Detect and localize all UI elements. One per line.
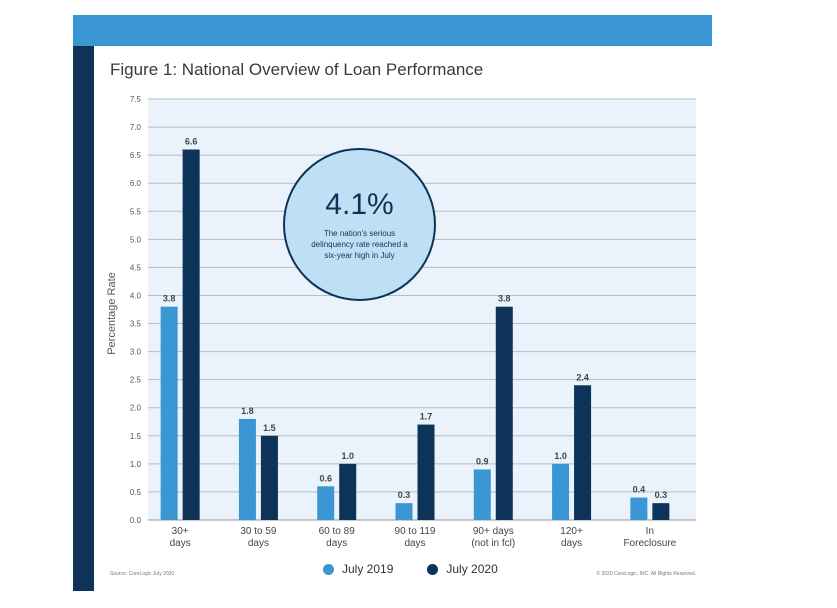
data-label: 1.5 <box>263 423 276 433</box>
y-tick-label: 7.5 <box>130 95 142 104</box>
x-tick-label: 30 to 59 <box>240 526 277 537</box>
y-tick-label: 0.0 <box>130 516 142 525</box>
bar-2020 <box>574 385 592 520</box>
bar-2019 <box>473 469 491 520</box>
callout-text: The nation's serious delinquency rate re… <box>311 229 408 260</box>
legend: July 2019 July 2020 <box>323 562 498 576</box>
data-label: 1.0 <box>554 451 567 461</box>
bar-2019 <box>552 463 570 520</box>
y-tick-label: 0.5 <box>130 488 142 497</box>
y-tick-label: 5.5 <box>130 207 142 216</box>
y-tick-label: 3.0 <box>130 348 142 357</box>
x-tick-label: Foreclosure <box>623 538 676 549</box>
data-label: 6.6 <box>185 137 198 147</box>
x-tick-label: days <box>561 538 582 549</box>
bar-2019 <box>238 418 256 520</box>
legend-swatch-2019 <box>323 563 334 575</box>
legend-swatch-2020 <box>427 563 439 575</box>
callout-circle: 4.1% The nation's serious delinquency ra… <box>283 148 436 301</box>
x-tick-label: 90 to 119 <box>395 526 436 537</box>
bar-2020 <box>260 435 278 520</box>
bar-2020 <box>652 503 670 520</box>
y-tick-label: 1.0 <box>130 460 142 469</box>
data-label: 1.8 <box>241 406 254 416</box>
legend-item-2019: July 2019 <box>323 562 393 576</box>
y-tick-label: 4.0 <box>130 291 142 300</box>
legend-item-2020: July 2020 <box>427 562 498 576</box>
x-tick-label: days <box>248 538 269 549</box>
bar-2019 <box>160 306 178 520</box>
x-tick-label: 30+ <box>172 526 189 537</box>
x-tick-label: (not in fcl) <box>471 538 515 549</box>
y-tick-label: 6.5 <box>130 151 142 160</box>
data-label: 3.8 <box>498 294 511 304</box>
bar-2019 <box>395 503 413 520</box>
y-tick-label: 4.5 <box>130 263 142 272</box>
y-axis-label: Percentage Rate <box>106 272 118 355</box>
legend-label-2020: July 2020 <box>446 562 498 576</box>
data-label: 0.9 <box>476 456 489 466</box>
side-band <box>73 46 94 591</box>
bar-2020 <box>339 463 357 520</box>
bar-2020 <box>495 306 513 520</box>
y-tick-label: 2.0 <box>130 404 142 413</box>
x-tick-label: days <box>170 538 191 549</box>
chart-title: Figure 1: National Overview of Loan Perf… <box>110 60 484 79</box>
x-tick-label: days <box>404 538 425 549</box>
data-label: 3.8 <box>163 294 176 304</box>
data-label: 0.3 <box>655 490 668 500</box>
x-tick-label: 120+ <box>560 526 583 537</box>
data-label: 0.3 <box>398 490 411 500</box>
y-tick-label: 2.5 <box>130 376 142 385</box>
bar-2019 <box>630 497 648 520</box>
bar-2020 <box>182 149 200 520</box>
y-tick-label: 5.0 <box>130 235 142 244</box>
x-tick-label: 60 to 89 <box>319 526 356 537</box>
data-label: 0.6 <box>319 473 332 483</box>
callout-value: 4.1% <box>325 188 394 221</box>
y-tick-label: 6.0 <box>130 179 142 188</box>
data-label: 2.4 <box>576 372 589 382</box>
data-label: 1.0 <box>341 451 354 461</box>
legend-label-2019: July 2019 <box>342 562 394 576</box>
data-label: 0.4 <box>633 485 646 495</box>
y-tick-label: 3.5 <box>130 320 142 329</box>
bar-2020 <box>417 424 435 520</box>
y-tick-label: 1.5 <box>130 432 142 441</box>
source-note: Source: CoreLogic July 2020 <box>110 571 175 577</box>
x-tick-label: days <box>326 538 347 549</box>
bar-2019 <box>317 486 335 520</box>
header-band <box>73 15 712 46</box>
x-tick-label: In <box>646 526 654 537</box>
copyright-note: © 2020 CoreLogic, INC. All Rights Reserv… <box>596 571 696 577</box>
data-label: 1.7 <box>420 412 433 422</box>
x-tick-label: 90+ days <box>473 526 514 537</box>
y-tick-label: 7.0 <box>130 123 142 132</box>
